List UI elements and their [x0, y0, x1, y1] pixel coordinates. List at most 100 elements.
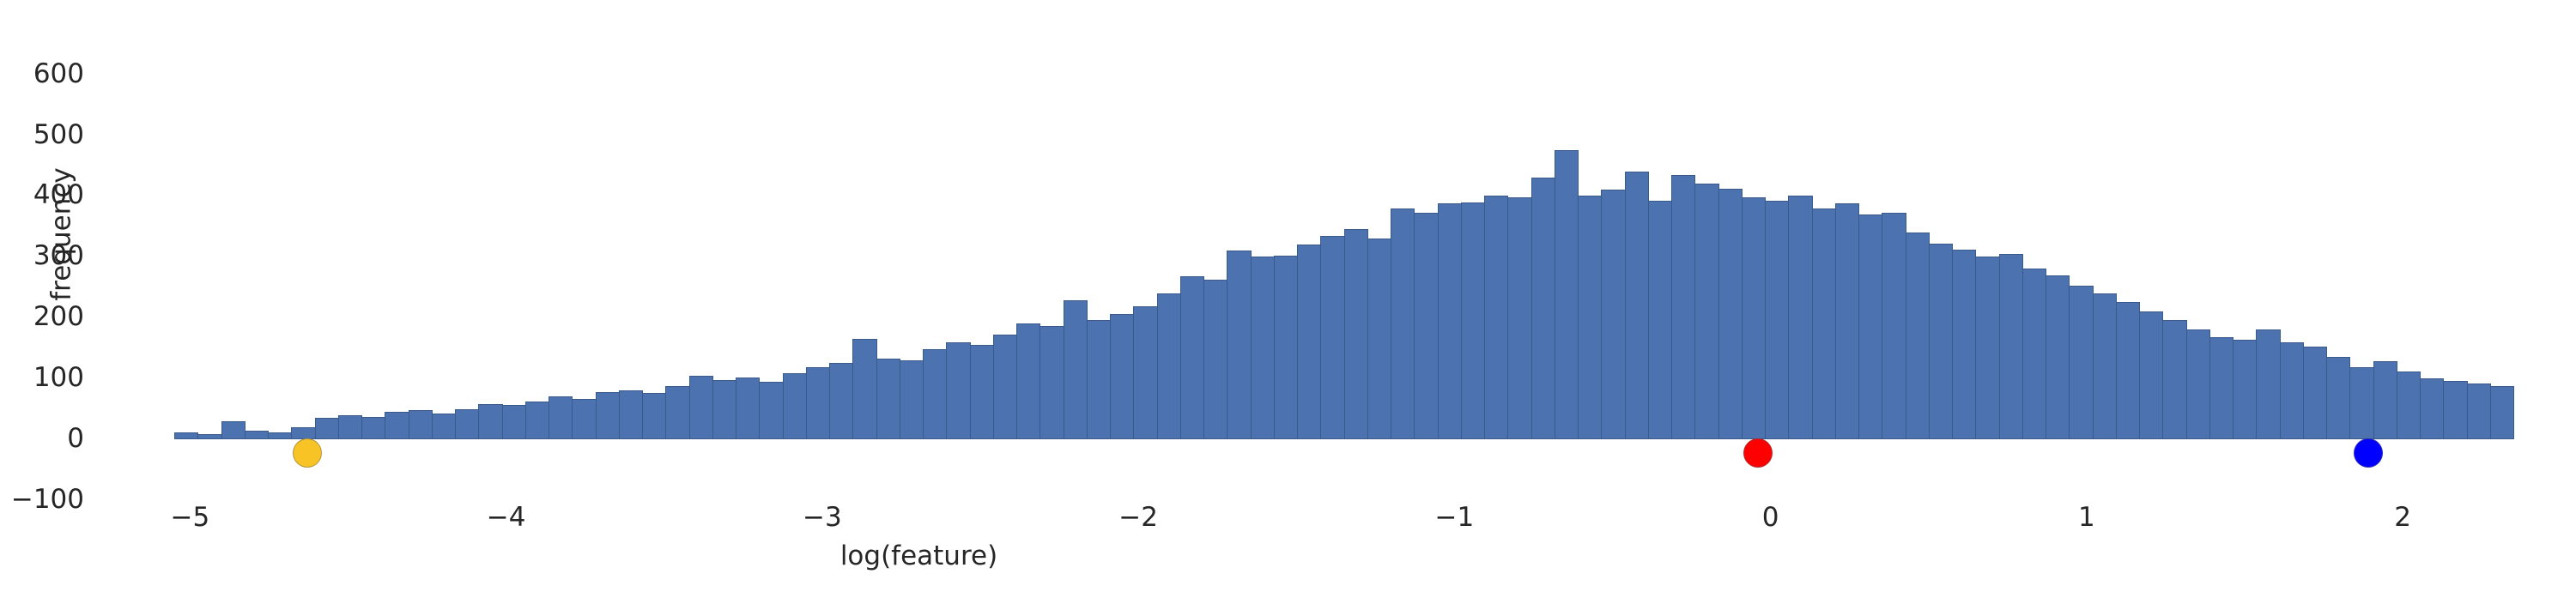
- histogram-bar: [852, 339, 877, 439]
- histogram-bar: [2162, 320, 2187, 439]
- histogram-bar: [1718, 188, 1743, 439]
- histogram-bar: [1086, 320, 1111, 439]
- histogram-bar: [1110, 313, 1135, 439]
- histogram-bar: [197, 434, 222, 439]
- histogram-bar: [712, 380, 736, 439]
- histogram-bar: [782, 373, 807, 439]
- y-tick-label: 500: [33, 118, 84, 150]
- histogram-bar: [1647, 201, 1672, 439]
- histogram-bar: [1671, 175, 1696, 439]
- histogram-bar: [1554, 149, 1579, 439]
- histogram-bar: [501, 405, 526, 439]
- histogram-bar: [1250, 257, 1275, 439]
- histogram-bar: [736, 377, 761, 439]
- histogram-bar: [1882, 213, 1906, 439]
- histogram-bar: [385, 412, 409, 439]
- histogram-bar: [431, 413, 456, 439]
- histogram-bar: [1530, 178, 1555, 439]
- histogram-bar: [1507, 196, 1532, 439]
- histogram-bar: [595, 391, 620, 439]
- histogram-bar: [1391, 208, 1415, 439]
- histogram-bar: [291, 426, 316, 439]
- histogram-bar: [1016, 323, 1041, 439]
- blue-marker[interactable]: [2353, 438, 2383, 468]
- y-tick-label: −100: [10, 483, 84, 515]
- histogram-bar: [946, 341, 971, 439]
- histogram-bar: [1952, 249, 1977, 439]
- histogram-bar: [337, 414, 362, 439]
- histogram-bar: [1320, 235, 1345, 439]
- histogram-bar: [1484, 196, 1509, 439]
- histogram-bar: [524, 402, 549, 439]
- histogram-bar: [899, 359, 924, 439]
- histogram-bar: [2373, 361, 2397, 439]
- y-tick-label: 200: [33, 301, 84, 333]
- x-tick-label: −5: [170, 502, 210, 533]
- histogram-bar: [1414, 213, 1439, 439]
- histogram-bar: [2139, 311, 2164, 439]
- y-tick-label: 300: [33, 240, 84, 272]
- x-tick-label: −1: [1434, 502, 1475, 533]
- histogram-bar: [1179, 276, 1204, 439]
- histogram-bar: [1975, 257, 2000, 439]
- histogram-bar: [1227, 251, 1252, 439]
- histogram-bar: [572, 399, 597, 439]
- histogram-bar: [876, 359, 900, 439]
- histogram-bar: [2489, 385, 2514, 439]
- histogram-bar: [1203, 280, 1228, 439]
- histogram-bar: [1811, 208, 1836, 439]
- histogram-bar: [829, 362, 854, 439]
- y-tick-label: 100: [33, 362, 84, 394]
- x-tick-label: −2: [1118, 502, 1158, 533]
- histogram-bar: [642, 393, 667, 439]
- histogram-bar: [361, 416, 386, 439]
- histogram-bar: [1601, 190, 1626, 439]
- histogram-bar: [618, 390, 643, 439]
- histogram-bar: [2115, 302, 2140, 439]
- x-tick-label: 2: [2394, 502, 2411, 533]
- histogram-bar: [549, 396, 573, 439]
- histogram-bar: [923, 349, 948, 439]
- histogram-bar: [1039, 326, 1064, 439]
- histogram-bar: [1156, 293, 1181, 439]
- histogram-bars: [174, 9, 2514, 439]
- histogram-bar: [2326, 357, 2351, 439]
- x-tick-label: −4: [486, 502, 526, 533]
- red-marker[interactable]: [1743, 438, 1773, 468]
- x-tick-label: 0: [1761, 502, 1779, 533]
- y-tick-label: 400: [33, 179, 84, 211]
- histogram-bar: [1905, 232, 1930, 439]
- histogram-bar: [314, 418, 339, 439]
- x-axis-label-text: log(feature): [839, 541, 998, 571]
- gold-marker[interactable]: [292, 438, 322, 468]
- x-tick-label: 1: [2077, 502, 2095, 533]
- histogram-bar: [1297, 245, 1322, 439]
- x-tick-label: −3: [803, 502, 842, 533]
- histogram-bar: [2069, 286, 2094, 439]
- histogram-bar: [992, 335, 1017, 439]
- histogram-bar: [805, 367, 830, 439]
- histogram-bar: [1788, 196, 1813, 439]
- histogram-bar: [1834, 202, 1859, 439]
- histogram-bar: [244, 431, 269, 439]
- histogram-bar: [665, 385, 690, 439]
- histogram-bar: [2279, 341, 2304, 439]
- histogram-bar: [455, 408, 480, 439]
- histogram-bar: [1273, 255, 1298, 439]
- histogram-bar: [759, 381, 784, 439]
- histogram-bar: [1063, 300, 1088, 439]
- histogram-bar: [1624, 172, 1649, 439]
- histogram-bar: [969, 345, 994, 439]
- histogram-bar: [688, 375, 713, 439]
- histogram-bar: [1367, 239, 1391, 439]
- histogram-bar: [174, 432, 199, 439]
- histogram-bar: [2302, 347, 2327, 439]
- histogram-bar: [2209, 336, 2234, 439]
- y-tick-label: 0: [67, 423, 84, 454]
- histogram-bar: [1998, 254, 2023, 439]
- histogram-bar: [221, 420, 245, 439]
- histogram-bar: [1460, 202, 1485, 439]
- histogram-bar: [1133, 306, 1158, 439]
- histogram-bar: [1437, 202, 1462, 439]
